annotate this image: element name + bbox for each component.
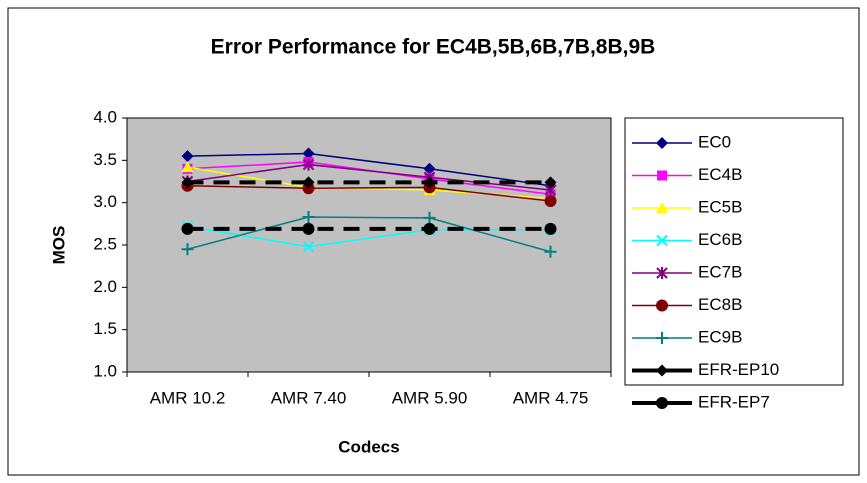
marker bbox=[656, 202, 668, 213]
plot-area bbox=[126, 117, 612, 373]
marker bbox=[544, 245, 557, 258]
legend-label: EC9B bbox=[698, 327, 742, 346]
x-axis-title: Codecs bbox=[338, 437, 399, 456]
legend-label: EC8B bbox=[698, 295, 742, 314]
marker bbox=[423, 211, 436, 224]
marker bbox=[657, 170, 667, 181]
x-tick-label: AMR 4.75 bbox=[513, 388, 589, 407]
y-tick-label: 2.0 bbox=[93, 277, 117, 296]
legend-label: EC6B bbox=[698, 230, 742, 249]
legend-label: EC5B bbox=[698, 197, 742, 216]
series-line bbox=[187, 163, 551, 191]
marker bbox=[544, 194, 557, 207]
chart-title: Error Performance for EC4B,5B,6B,7B,8B,9… bbox=[211, 36, 656, 59]
x-tick-label: AMR 10.2 bbox=[150, 388, 226, 407]
marker bbox=[423, 162, 436, 175]
y-tick-label: 3.5 bbox=[93, 150, 117, 169]
marker bbox=[302, 176, 315, 189]
marker bbox=[181, 176, 194, 189]
marker bbox=[181, 243, 194, 256]
marker bbox=[544, 176, 557, 189]
marker bbox=[656, 137, 668, 149]
y-tick-label: 4.0 bbox=[93, 107, 117, 126]
series-line bbox=[187, 225, 551, 248]
y-axis-title: MOS bbox=[49, 226, 68, 265]
marker bbox=[302, 158, 315, 171]
marker bbox=[656, 267, 668, 279]
marker bbox=[423, 176, 436, 189]
x-tick-label: AMR 5.90 bbox=[392, 388, 468, 407]
legend-label: EC0 bbox=[698, 132, 731, 151]
marker bbox=[656, 234, 668, 247]
marker bbox=[656, 364, 668, 377]
marker bbox=[302, 222, 315, 235]
x-tick-label: AMR 7.40 bbox=[271, 388, 347, 407]
legend-label: EC7B bbox=[698, 262, 742, 281]
marker bbox=[423, 222, 436, 235]
y-tick-label: 3.0 bbox=[93, 192, 117, 211]
legend-label: EFR-EP10 bbox=[698, 360, 779, 379]
legend-label: EC4B bbox=[698, 165, 742, 184]
y-tick-label: 1.0 bbox=[93, 361, 117, 380]
marker bbox=[181, 150, 194, 163]
marker bbox=[181, 222, 194, 235]
legend-label: EFR-EP7 bbox=[698, 392, 770, 411]
marker bbox=[302, 147, 315, 160]
marker bbox=[656, 332, 668, 344]
marker bbox=[181, 161, 194, 173]
series-line bbox=[187, 152, 551, 187]
series-line bbox=[187, 216, 551, 253]
series-line bbox=[187, 184, 551, 202]
marker bbox=[656, 299, 668, 312]
marker bbox=[544, 222, 557, 235]
y-tick-label: 1.5 bbox=[93, 319, 117, 338]
marker bbox=[302, 211, 315, 224]
marker bbox=[656, 397, 668, 409]
y-tick-label: 2.5 bbox=[93, 234, 117, 253]
marker bbox=[302, 240, 315, 253]
